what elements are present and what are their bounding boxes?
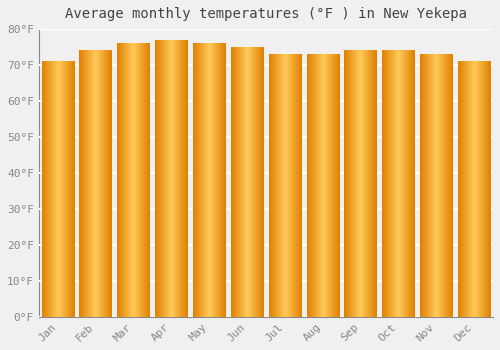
Bar: [420, 54, 452, 317]
Bar: [269, 54, 301, 317]
Bar: [118, 43, 150, 317]
Title: Average monthly temperatures (°F ) in New Yekepa: Average monthly temperatures (°F ) in Ne…: [65, 7, 467, 21]
Bar: [193, 43, 225, 317]
Bar: [458, 62, 490, 317]
Bar: [231, 47, 263, 317]
Bar: [306, 54, 339, 317]
Bar: [155, 40, 188, 317]
Bar: [80, 51, 112, 317]
Bar: [42, 62, 74, 317]
Bar: [344, 51, 376, 317]
Bar: [382, 51, 414, 317]
